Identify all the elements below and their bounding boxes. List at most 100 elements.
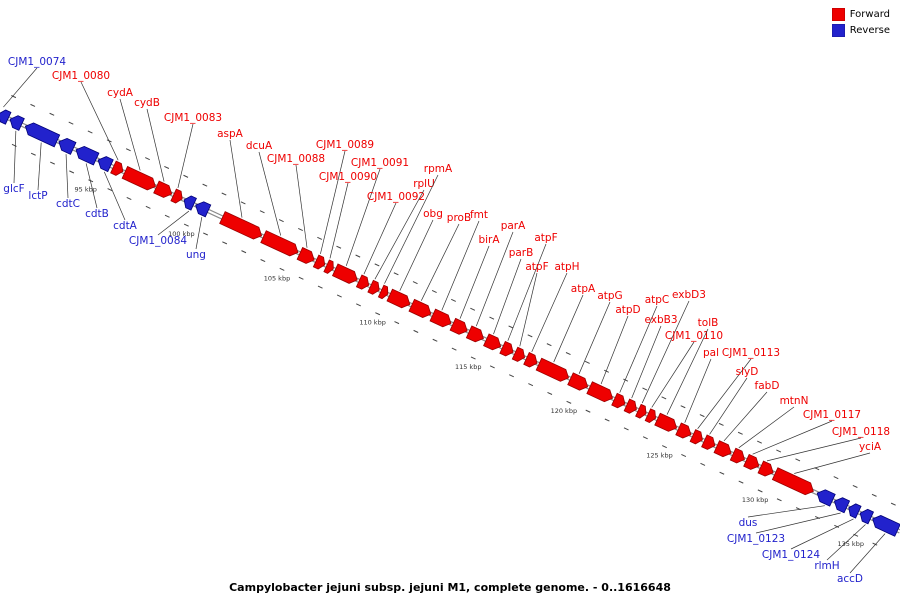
- gene-yciA[interactable]: [771, 467, 816, 498]
- gene-dcuA[interactable]: [260, 230, 301, 259]
- gene-CJM1_0124[interactable]: [846, 502, 862, 519]
- gene-rplU[interactable]: [367, 279, 382, 296]
- gene-rpmA[interactable]: [377, 284, 390, 300]
- gene-atpD[interactable]: [586, 381, 615, 404]
- gene-label-rlmH[interactable]: rlmH: [814, 560, 839, 572]
- gene-label-obg[interactable]: obg: [423, 208, 443, 220]
- gene-pal[interactable]: [675, 422, 694, 441]
- gene-label-proB[interactable]: proB: [447, 212, 471, 224]
- gene-label-CJM1_0074[interactable]: CJM1_0074: [8, 56, 66, 68]
- gene-label-CJM1_0089[interactable]: CJM1_0089: [316, 139, 374, 151]
- gene-dus[interactable]: [814, 487, 836, 507]
- gene-label-CJM1_0118[interactable]: CJM1_0118: [832, 426, 890, 438]
- gene-label-CJM1_0091[interactable]: CJM1_0091: [351, 157, 409, 169]
- gene-cydB[interactable]: [153, 180, 175, 200]
- gene-CJM1_0080[interactable]: [110, 160, 126, 177]
- gene-obg[interactable]: [386, 288, 413, 310]
- gene-label-CJM1_0088[interactable]: CJM1_0088: [267, 153, 325, 165]
- gene-label-glcF[interactable]: glcF: [3, 183, 24, 195]
- gene-fmt[interactable]: [429, 308, 454, 329]
- gene-CJM1_0117[interactable]: [743, 453, 762, 472]
- gene-label-parA[interactable]: parA: [501, 220, 526, 232]
- gene-CJM1_0089[interactable]: [312, 254, 327, 271]
- gene-label-aspA[interactable]: aspA: [217, 128, 244, 140]
- gene-mtnN[interactable]: [729, 447, 747, 465]
- gene-CJM1_0088[interactable]: [296, 247, 317, 266]
- gene-atpG[interactable]: [567, 372, 591, 393]
- gene-birA[interactable]: [449, 317, 470, 336]
- gene-label-CJM1_0084[interactable]: CJM1_0084: [129, 235, 187, 247]
- gene-atpC[interactable]: [611, 392, 628, 410]
- gene-label-cdtC[interactable]: cdtC: [56, 198, 80, 210]
- gene-label-cdtA[interactable]: cdtA: [113, 220, 138, 232]
- gene-label-pal[interactable]: pal: [703, 347, 719, 359]
- gene-label-yciA[interactable]: yciA: [859, 441, 882, 453]
- gene-label-dus[interactable]: dus: [739, 517, 758, 529]
- gene-label-atpG[interactable]: atpG: [597, 290, 622, 302]
- gene-label-atpA[interactable]: atpA: [571, 283, 596, 295]
- gene-aspA[interactable]: [219, 211, 265, 242]
- gene-CJM1_0110[interactable]: [644, 408, 658, 424]
- gene-atpF[interactable]: [499, 340, 516, 358]
- gene-CJM1_0113[interactable]: [689, 429, 705, 446]
- gene-label-atpF[interactable]: atpF: [525, 261, 548, 273]
- gene-label-slyD[interactable]: slyD: [736, 366, 759, 378]
- gene-parB[interactable]: [483, 333, 504, 352]
- gene-label-exbB3[interactable]: exbB3: [644, 314, 677, 326]
- gene-label-parB[interactable]: parB: [509, 247, 534, 259]
- gene-cydA[interactable]: [121, 165, 158, 192]
- gene-cdtA[interactable]: [95, 154, 114, 173]
- gene-label-CJM1_0110[interactable]: CJM1_0110: [665, 330, 723, 342]
- gene-slyD[interactable]: [701, 434, 718, 452]
- gene-label-mtnN[interactable]: mtnN: [780, 395, 809, 407]
- gene-tolB[interactable]: [654, 412, 680, 434]
- gene-CJM1_0092[interactable]: [355, 274, 371, 291]
- gene-glcF[interactable]: [7, 113, 25, 131]
- gene-CJM1_0090[interactable]: [323, 259, 336, 275]
- gene-CJM1_0123[interactable]: [832, 495, 851, 514]
- gene-cdtC[interactable]: [56, 136, 77, 155]
- gene-label-cdtB[interactable]: cdtB: [85, 208, 109, 220]
- gene-label-cydA[interactable]: cydA: [107, 87, 134, 99]
- gene-label-tolB[interactable]: tolB: [698, 317, 719, 329]
- gene-label-fmt[interactable]: fmt: [470, 209, 488, 221]
- gene-label-accD[interactable]: accD: [837, 573, 863, 585]
- gene-label-cydB[interactable]: cydB: [134, 97, 160, 109]
- gene-label-rplU[interactable]: rplU: [413, 178, 435, 190]
- gene-label-atpC[interactable]: atpC: [645, 294, 670, 306]
- gene-label-CJM1_0117[interactable]: CJM1_0117: [803, 409, 861, 421]
- gene-label-CJM1_0123[interactable]: CJM1_0123: [727, 533, 785, 545]
- gene-label-CJM1_0124[interactable]: CJM1_0124: [762, 549, 820, 561]
- gene-CJM1_0074[interactable]: [0, 108, 12, 125]
- gene-CJM1_0084[interactable]: [181, 194, 197, 211]
- gene-proB[interactable]: [408, 298, 434, 320]
- gene-label-fabD[interactable]: fabD: [755, 380, 780, 392]
- gene-lctP[interactable]: [23, 120, 61, 148]
- gene-label-CJM1_0092[interactable]: CJM1_0092: [367, 191, 425, 203]
- gene-exbB3[interactable]: [623, 398, 639, 415]
- gene-CJM1_0118[interactable]: [757, 460, 776, 479]
- gene-label-lctP[interactable]: lctP: [28, 190, 47, 202]
- gene-label-birA[interactable]: birA: [478, 234, 500, 246]
- gene-CJM1_0083[interactable]: [170, 188, 185, 205]
- gene-ung[interactable]: [193, 199, 212, 218]
- gene-label-atpF[interactable]: atpF: [534, 232, 557, 244]
- gene-label-CJM1_0090[interactable]: CJM1_0090: [319, 171, 377, 183]
- gene-label-CJM1_0113[interactable]: CJM1_0113: [722, 347, 780, 359]
- gene-accD[interactable]: [870, 513, 900, 537]
- gene-label-dcuA[interactable]: dcuA: [246, 140, 273, 152]
- gene-exbD3[interactable]: [635, 403, 649, 419]
- gene-label-CJM1_0083[interactable]: CJM1_0083: [164, 112, 222, 124]
- gene-label-atpD[interactable]: atpD: [615, 304, 640, 316]
- gene-atpF[interactable]: [511, 346, 527, 363]
- gene-label-CJM1_0080[interactable]: CJM1_0080: [52, 70, 110, 82]
- gene-atpA[interactable]: [535, 357, 571, 384]
- gene-rlmH[interactable]: [857, 507, 875, 525]
- gene-parA[interactable]: [465, 325, 486, 344]
- gene-label-rpmA[interactable]: rpmA: [424, 163, 453, 175]
- gene-cdtB[interactable]: [73, 144, 100, 166]
- gene-atpH[interactable]: [523, 352, 540, 370]
- gene-label-ung[interactable]: ung: [186, 249, 206, 261]
- gene-CJM1_0091[interactable]: [331, 263, 360, 286]
- gene-fabD[interactable]: [713, 440, 734, 459]
